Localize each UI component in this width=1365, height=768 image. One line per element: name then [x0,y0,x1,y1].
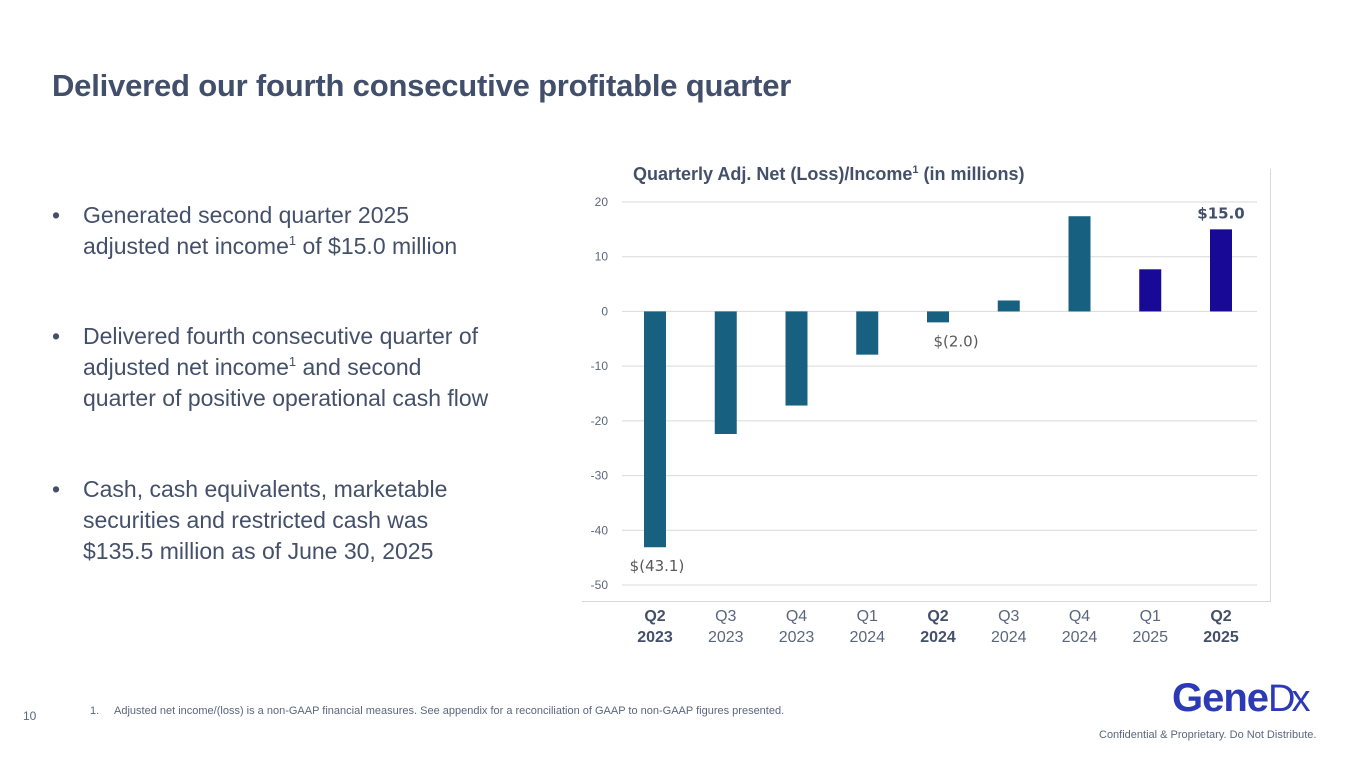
x-tick-label: Q2 2025 [1186,606,1256,648]
x-tick-label: Q2 2024 [903,606,973,648]
x-tick-year: 2023 [707,629,744,646]
x-tick-label: Q2 2023 [620,606,690,648]
page-number: 10 [23,709,37,723]
x-tick-label: Q4 2024 [1045,606,1115,648]
bar [856,311,879,355]
bar [927,311,949,323]
x-tick-label: Q1 2024 [832,606,902,648]
footnote: 1. Adjusted net income/(loss) is a non-GA… [90,705,785,717]
bullet-text: Cash, cash equivalents, marketable secur… [83,476,448,564]
x-tick-year: 2023 [778,629,815,646]
chart-frame [582,169,1271,602]
data-label: $15.0 [1197,204,1244,222]
chart-title: Quarterly Adj. Net (Loss)/Income1 (in mi… [633,164,1025,184]
footnote-ref: 1 [288,233,297,248]
bar [644,311,666,548]
x-tick-quarter: Q2 [644,608,666,625]
y-tick-label: 0 [601,304,608,318]
y-tick-label: -50 [591,578,609,592]
footnote-ref: 1 [288,354,297,369]
genedx-logo: GeneDx [1172,676,1311,720]
bullet-dot-icon: • [52,323,61,349]
data-label: $(2.0) [933,332,978,350]
y-tick-label: -40 [591,523,609,537]
x-tick-year: 2025 [1203,629,1239,646]
bar [997,300,1020,312]
x-tick-quarter: Q4 [785,608,808,625]
bar [785,311,808,406]
x-tick-year: 2024 [1061,629,1098,646]
x-tick-year: 2025 [1132,629,1169,646]
footnote-ref: 1 [912,164,919,176]
y-tick-label: 10 [595,250,609,264]
bar [1068,216,1091,312]
x-tick-quarter: Q3 [715,608,737,625]
bullet-dot-icon: • [52,476,61,502]
x-tick-label: Q3 2024 [974,606,1044,648]
x-tick-label: Q3 2023 [691,606,761,648]
x-tick-quarter: Q1 [856,608,878,625]
x-tick-quarter: Q4 [1068,608,1091,625]
x-tick-quarter: Q2 [927,608,949,625]
bar [1210,229,1232,312]
x-tick-label: Q1 2025 [1115,606,1185,648]
x-tick-label: Q4 2023 [762,606,832,648]
y-tick-label: -10 [591,359,609,373]
bullet-text: Generated second quarter 2025 adjusted n… [83,202,458,259]
x-tick-quarter: Q1 [1139,608,1161,625]
x-tick-year: 2023 [637,629,673,646]
x-tick-year: 2024 [990,629,1027,646]
y-tick-label: -20 [591,414,609,428]
x-tick-quarter: Q2 [1210,608,1232,625]
slide-title: Delivered our fourth consecutive profita… [52,68,792,103]
x-tick-year: 2024 [849,629,886,646]
data-label: $(43.1) [630,557,685,575]
y-tick-label: 20 [595,195,609,209]
bullet-text: Delivered fourth consecutive quarter of … [83,323,489,411]
bar [714,311,737,434]
bar [1139,269,1162,312]
y-tick-label: -30 [591,469,609,483]
x-tick-quarter: Q3 [998,608,1020,625]
bullet-dot-icon: • [52,202,61,228]
confidential-notice: Confidential & Proprietary. Do Not Distr… [1099,729,1317,741]
x-tick-year: 2024 [920,629,956,646]
